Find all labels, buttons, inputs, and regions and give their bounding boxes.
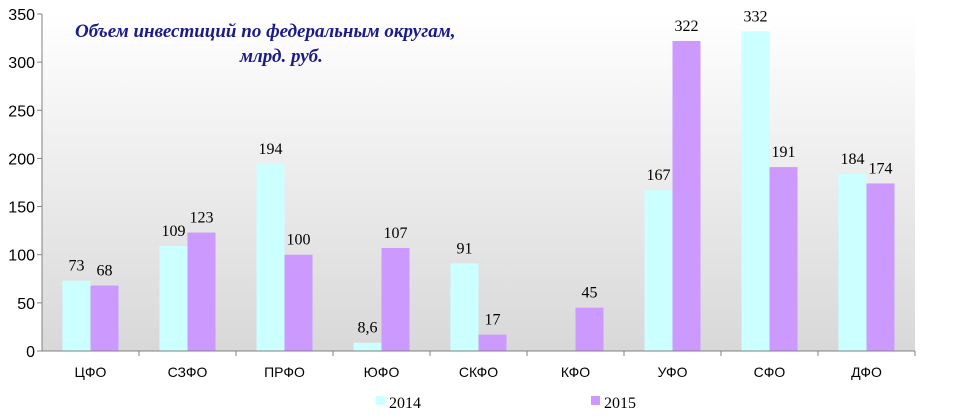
legend: 2014 2015 — [376, 395, 636, 412]
bar-2014-ПРФО — [256, 164, 285, 351]
y-tick-label-0: 0 — [26, 344, 35, 361]
bar-2015-ЮФО — [381, 247, 410, 351]
data-label-2014-УФО: 167 — [647, 167, 671, 184]
bar-2015-КФО — [575, 307, 604, 351]
data-label-2015-СКФО: 17 — [485, 312, 501, 329]
bar-2014-СФО — [741, 31, 770, 352]
data-label-2014-СФО: 332 — [744, 8, 768, 25]
data-label-2015-ЮФО: 107 — [384, 225, 408, 242]
data-label-2014-ЮФО: 8,6 — [358, 320, 378, 337]
category-label-СКФО: СКФО — [459, 364, 498, 380]
data-label-2014-ЦФО: 73 — [69, 258, 85, 275]
bar-2014-УФО — [644, 190, 673, 351]
bar-2015-ПРФО — [284, 254, 313, 351]
data-label-2015-УФО: 322 — [675, 18, 699, 35]
bar-2015-ЦФО — [90, 285, 119, 351]
bar-2014-СЗФО — [159, 246, 188, 351]
legend-label-2014: 2014 — [389, 395, 421, 412]
category-label-ДФО: ДФО — [851, 364, 882, 380]
category-label-КФО: КФО — [561, 364, 590, 380]
legend-swatch-2014 — [376, 396, 385, 405]
y-tick-label-250: 250 — [8, 103, 35, 120]
bar-2014-ЮФО — [353, 342, 382, 351]
bar-2014-ДФО — [838, 173, 867, 351]
data-label-2014-ПРФО: 194 — [259, 141, 283, 158]
bar-2015-УФО — [672, 40, 701, 352]
bar-2014-СКФО — [450, 263, 479, 351]
data-label-2014-СЗФО: 109 — [162, 223, 186, 240]
chart-title-line2: млрд. руб. — [239, 46, 323, 67]
bar-2014-ЦФО — [62, 280, 91, 351]
legend-swatch-2015 — [591, 396, 600, 405]
data-label-2015-ПРФО: 100 — [287, 232, 311, 249]
y-tick-label-350: 350 — [8, 7, 35, 24]
data-label-2014-СКФО: 91 — [457, 240, 473, 257]
category-label-ЦФО: ЦФО — [75, 364, 107, 380]
category-label-ЮФО: ЮФО — [364, 364, 400, 380]
data-label-2015-ЦФО: 68 — [97, 263, 113, 280]
category-label-СЗФО: СЗФО — [168, 364, 208, 380]
y-tick-label-50: 50 — [17, 296, 35, 313]
legend-label-2015: 2015 — [604, 395, 636, 412]
y-tick-label-300: 300 — [8, 55, 35, 72]
data-label-2015-СЗФО: 123 — [190, 210, 214, 227]
chart-title-line1: Объем инвестиций по федеральным округам, — [75, 21, 456, 42]
y-tick-label-100: 100 — [8, 248, 35, 265]
data-label-2014-ДФО: 184 — [841, 151, 865, 168]
data-label-2015-СФО: 191 — [772, 144, 796, 161]
y-tick-label-150: 150 — [8, 200, 35, 217]
category-label-СФО: СФО — [754, 364, 786, 380]
data-label-2015-ДФО: 174 — [869, 160, 893, 177]
data-label-2015-КФО: 45 — [582, 285, 598, 302]
category-label-ПРФО: ПРФО — [264, 364, 305, 380]
bar-2015-СЗФО — [187, 232, 216, 351]
bar-2015-ДФО — [866, 183, 895, 351]
bar-2015-СКФО — [478, 334, 507, 351]
category-label-УФО: УФО — [658, 364, 688, 380]
y-tick-label-200: 200 — [8, 151, 35, 168]
bar-2015-СФО — [769, 167, 798, 351]
